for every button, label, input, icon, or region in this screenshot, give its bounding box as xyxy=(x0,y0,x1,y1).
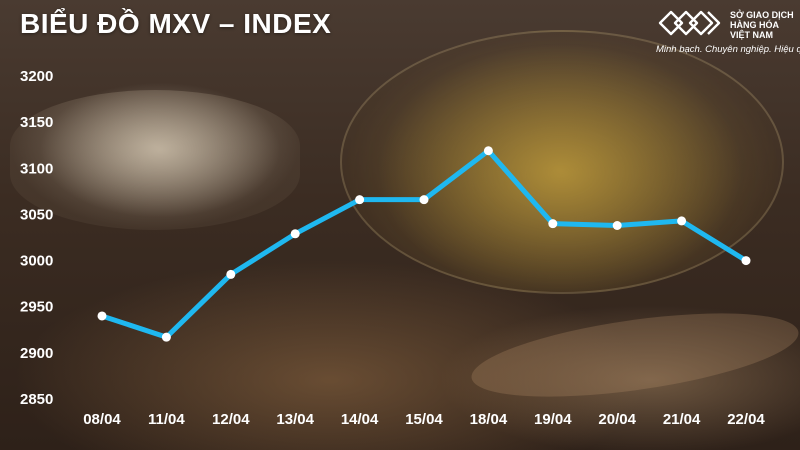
data-point xyxy=(741,256,751,266)
y-axis-ticks: 2850 2900 2950 3000 3050 3100 3150 3200 xyxy=(20,68,53,408)
data-point xyxy=(677,216,687,226)
data-point xyxy=(290,229,300,239)
data-point xyxy=(612,221,622,231)
data-point xyxy=(483,146,493,156)
x-tick-label: 08/04 xyxy=(83,411,121,428)
logo-name: SỞ GIAO DỊCH HÀNG HÓA VIỆT NAM xyxy=(730,10,794,40)
x-tick-label: 22/04 xyxy=(727,411,765,428)
y-tick-label: 3200 xyxy=(20,68,53,85)
x-tick-label: 11/04 xyxy=(148,411,185,428)
data-point xyxy=(355,195,365,205)
soybean-bowl-image xyxy=(10,90,300,230)
logo-tagline: Minh bạch. Chuyên nghiệp. Hiệu quả xyxy=(656,44,800,55)
x-tick-label: 20/04 xyxy=(598,411,636,428)
x-tick-label: 15/04 xyxy=(405,411,443,428)
y-tick-label: 2850 xyxy=(20,391,53,408)
y-tick-label: 3000 xyxy=(20,253,53,270)
data-point xyxy=(419,195,429,205)
y-tick-label: 2950 xyxy=(20,299,53,316)
y-tick-label: 3050 xyxy=(20,206,53,223)
data-points xyxy=(97,146,751,342)
x-tick-label: 21/04 xyxy=(663,411,701,428)
data-point xyxy=(161,332,171,342)
x-tick-label: 18/04 xyxy=(470,411,508,428)
exchange-logo: SỞ GIAO DỊCH HÀNG HÓA VIỆT NAM Minh bạch… xyxy=(630,6,800,56)
x-tick-label: 14/04 xyxy=(341,411,379,428)
page-title: BIỂU ĐỒ MXV – INDEX xyxy=(20,8,332,39)
data-point xyxy=(226,269,236,279)
x-tick-label: 13/04 xyxy=(276,411,314,428)
x-tick-label: 19/04 xyxy=(534,411,572,428)
y-tick-label: 3150 xyxy=(20,114,53,131)
y-tick-label: 3100 xyxy=(20,160,53,177)
data-point xyxy=(97,311,107,321)
y-tick-label: 2900 xyxy=(20,345,53,362)
oil-bowl-image xyxy=(340,30,784,294)
series-line xyxy=(99,148,749,340)
data-point xyxy=(548,219,558,229)
x-tick-label: 12/04 xyxy=(212,411,250,428)
mxv-logo-icon xyxy=(658,10,721,36)
x-axis-ticks: 08/04 11/04 12/04 13/04 14/04 15/04 18/04 19/04… xyxy=(83,411,765,428)
